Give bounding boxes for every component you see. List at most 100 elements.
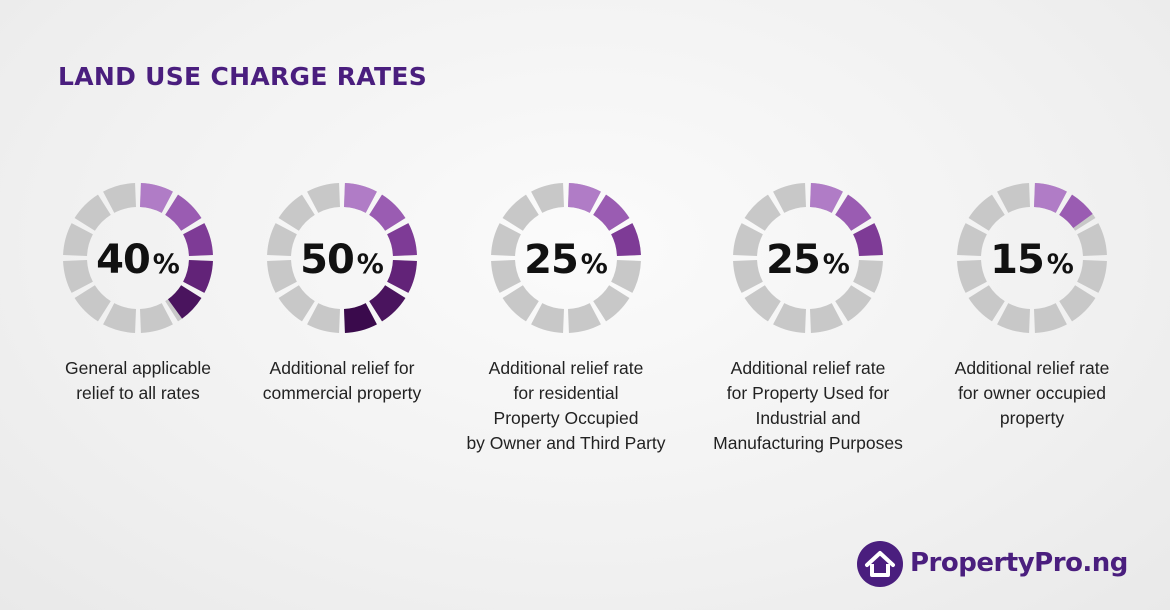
caption-line: Additional relief rate bbox=[954, 358, 1110, 378]
value-unit: % bbox=[822, 249, 850, 280]
value-unit: % bbox=[1046, 249, 1074, 280]
filled-segment bbox=[1058, 194, 1093, 229]
ring-segment bbox=[773, 302, 807, 333]
donut-value-label: 25% bbox=[733, 237, 883, 283]
ring-segment bbox=[502, 194, 540, 232]
filled-segment bbox=[592, 194, 630, 232]
donut-caption: General applicable relief to all rates bbox=[23, 356, 253, 406]
donut-2 bbox=[267, 183, 417, 333]
ring-segment bbox=[267, 223, 298, 257]
ring-segment bbox=[74, 194, 112, 232]
donut-5 bbox=[957, 183, 1107, 333]
filled-segment bbox=[809, 183, 843, 214]
ring-segment bbox=[1033, 302, 1067, 333]
donut-value-label: 50% bbox=[267, 237, 417, 283]
filled-segment bbox=[164, 194, 202, 232]
caption-line: Property Occupied bbox=[493, 408, 639, 428]
ring-segment bbox=[103, 302, 137, 333]
ring-segment bbox=[957, 223, 988, 257]
caption-line: Industrial and bbox=[755, 408, 861, 428]
ring-segment bbox=[491, 259, 522, 293]
ring-segment bbox=[773, 183, 807, 214]
ring-segment bbox=[610, 259, 641, 293]
ring-segment bbox=[809, 302, 843, 333]
ring-segment bbox=[733, 223, 764, 257]
filled-segment bbox=[567, 183, 601, 214]
ring-segment bbox=[1076, 223, 1107, 257]
filled-segment bbox=[182, 259, 213, 293]
filled-segment bbox=[343, 302, 377, 333]
logo-text: PropertyPro.ng bbox=[910, 548, 1128, 578]
donut-caption: Additional relief rate for owner occupied… bbox=[917, 356, 1147, 431]
ring-segment bbox=[531, 302, 565, 333]
donut-value-label: 15% bbox=[957, 237, 1107, 283]
ring-segment bbox=[63, 259, 94, 293]
value-unit: % bbox=[580, 249, 608, 280]
house-icon bbox=[857, 541, 903, 587]
value-number: 50 bbox=[300, 237, 355, 283]
value-unit: % bbox=[152, 249, 180, 280]
caption-line: Manufacturing Purposes bbox=[713, 433, 903, 453]
value-number: 15 bbox=[990, 237, 1045, 283]
ring-segment bbox=[1058, 284, 1096, 322]
ring-segment bbox=[502, 284, 540, 322]
ring-segment bbox=[278, 194, 316, 232]
ring-segment bbox=[74, 284, 112, 322]
donut-caption: Additional relief rate for Property Used … bbox=[693, 356, 923, 456]
donut-caption: Additional relief rate for residential Pro… bbox=[451, 356, 681, 456]
donut-caption: Additional relief for commercial property bbox=[227, 356, 457, 406]
caption-line: by Owner and Third Party bbox=[466, 433, 666, 453]
donut-1 bbox=[63, 183, 213, 333]
ring-segment bbox=[733, 259, 764, 293]
caption-line: for Property Used for bbox=[726, 383, 890, 403]
ring-segment bbox=[852, 259, 883, 293]
ring-segment bbox=[968, 194, 1006, 232]
caption-line: Additional relief for bbox=[269, 358, 415, 378]
value-number: 25 bbox=[766, 237, 821, 283]
brand-logo[interactable]: PropertyPro.ng bbox=[856, 540, 1128, 590]
ring-segment bbox=[567, 302, 601, 333]
ring-segment bbox=[63, 223, 94, 257]
donut-value-label: 25% bbox=[491, 237, 641, 283]
filled-segment bbox=[386, 223, 417, 257]
value-unit: % bbox=[356, 249, 384, 280]
caption-line: commercial property bbox=[262, 383, 422, 403]
filled-segment bbox=[1033, 183, 1067, 214]
donut-3 bbox=[491, 183, 641, 333]
ring-segment bbox=[834, 284, 872, 322]
chart-title: LAND USE CHARGE RATES bbox=[58, 62, 428, 91]
ring-segment bbox=[744, 284, 782, 322]
filled-segment bbox=[852, 223, 883, 257]
caption-line: property bbox=[999, 408, 1065, 428]
ring-segment bbox=[997, 183, 1031, 214]
filled-segment bbox=[182, 223, 213, 257]
ring-segment bbox=[744, 194, 782, 232]
ring-segment bbox=[997, 302, 1031, 333]
ring-segment bbox=[491, 223, 522, 257]
ring-segment bbox=[278, 284, 316, 322]
filled-segment bbox=[139, 183, 173, 214]
ring-segment bbox=[968, 284, 1006, 322]
caption-line: for residential bbox=[513, 383, 619, 403]
value-number: 40 bbox=[96, 237, 151, 283]
ring-segment bbox=[267, 259, 298, 293]
ring-segment bbox=[103, 183, 137, 214]
ring-segment bbox=[957, 259, 988, 293]
ring-segment bbox=[592, 284, 630, 322]
ring-segment bbox=[139, 302, 173, 333]
caption-line: Additional relief rate bbox=[488, 358, 644, 378]
filled-segment bbox=[343, 183, 377, 214]
caption-line: General applicable bbox=[65, 358, 211, 378]
caption-line: for owner occupied bbox=[958, 383, 1106, 403]
caption-line: relief to all rates bbox=[76, 383, 200, 403]
value-number: 25 bbox=[524, 237, 579, 283]
ring-segment bbox=[1076, 259, 1107, 293]
filled-segment bbox=[386, 259, 417, 293]
donut-value-label: 40% bbox=[63, 237, 213, 283]
filled-segment bbox=[368, 194, 406, 232]
caption-line: Additional relief rate bbox=[730, 358, 886, 378]
filled-segment bbox=[610, 223, 641, 257]
ring-segment bbox=[307, 302, 341, 333]
filled-segment bbox=[834, 194, 872, 232]
